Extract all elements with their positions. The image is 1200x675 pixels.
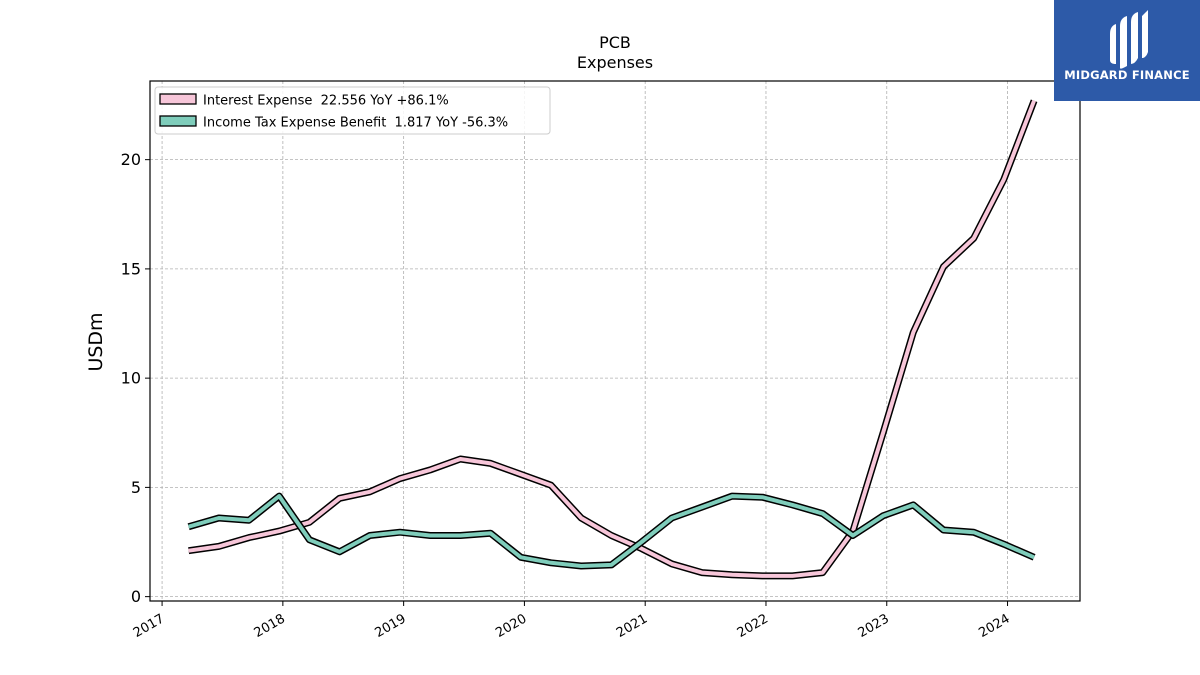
y-tick-label: 15 [121,259,141,278]
x-tick-label: 2023 [856,611,892,641]
chart-subtitle: Expenses [577,53,653,72]
legend-frame [154,86,551,135]
y-axis-label: USDm [85,312,107,371]
legend-swatch-interest-expense [159,93,197,105]
plot-frame [149,80,1081,602]
x-tick-label: 2021 [614,611,650,641]
brand-name: MIDGARD FINANCE [1064,68,1190,82]
series-line-income-tax-expense-benefit [188,494,1035,568]
legend-swatch-income-tax [159,115,197,127]
series-lines [187,99,1038,580]
legend-label-interest-expense: Interest Expense 22.556 YoY +86.1% [203,94,449,109]
y-tick-label: 20 [121,150,141,169]
x-tick-label: 2020 [493,611,529,641]
series-line-interest-expense [188,99,1036,578]
x-tick-label: 2017 [131,611,167,641]
legend: Interest Expense 22.556 YoY +86.1% Incom… [154,86,551,135]
y-tick-label: 10 [121,369,141,388]
x-tick-label: 2019 [372,611,408,641]
chart-title: PCB [599,33,631,52]
x-tick-label: 2018 [252,611,288,641]
x-tick-label: 2022 [735,611,771,641]
y-tick-label: 5 [131,478,141,497]
brand-logo: MIDGARD FINANCE [1054,0,1200,101]
y-tick-label: 0 [131,587,141,606]
x-tick-label: 2024 [976,611,1012,641]
legend-label-income-tax: Income Tax Expense Benefit 1.817 YoY -56… [203,116,508,131]
midgard-logo-icon [1110,10,1148,69]
